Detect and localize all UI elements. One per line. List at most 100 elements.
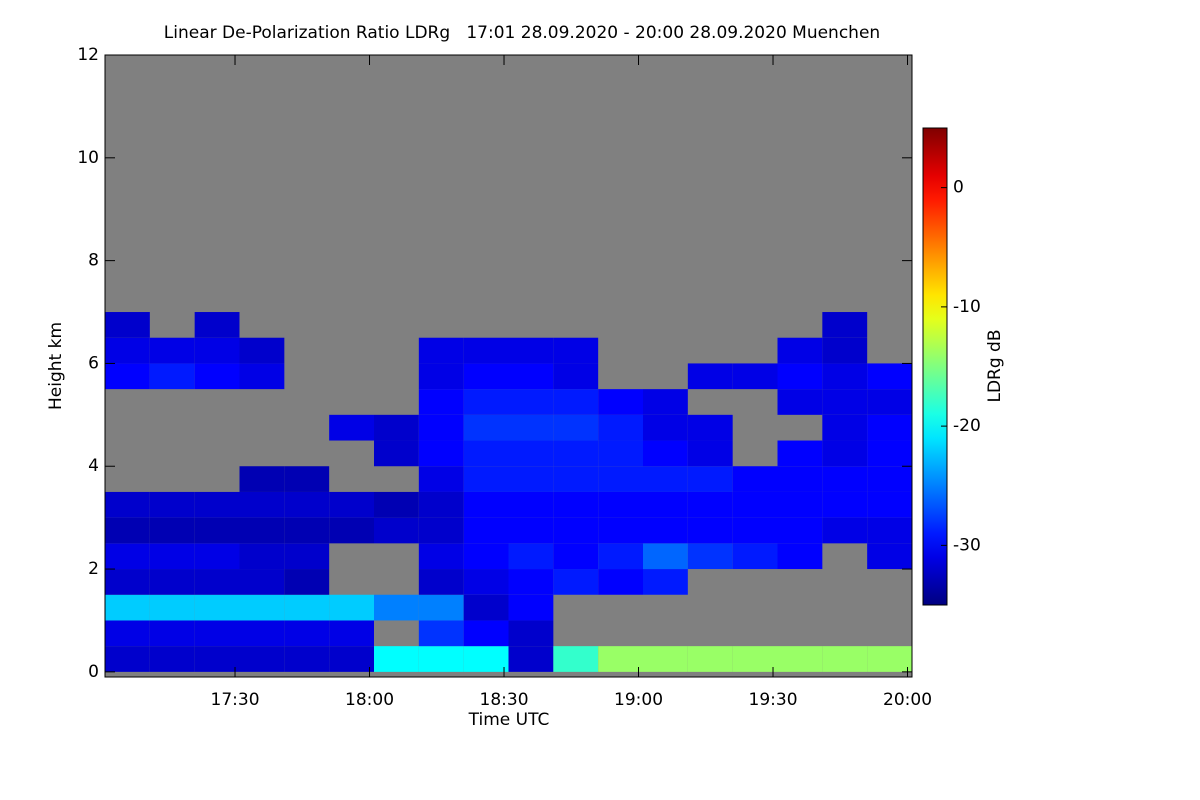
heatmap-cell [643, 543, 688, 570]
heatmap-cell [284, 646, 330, 672]
y-tick-label: 12 [77, 45, 99, 65]
heatmap-cell [598, 491, 643, 518]
heatmap-cell [822, 312, 868, 338]
heatmap-cell [105, 594, 150, 621]
heatmap-cell [508, 414, 554, 441]
heatmap-cell [777, 646, 823, 672]
colorbar-tick-label: -20 [953, 416, 981, 436]
heatmap-cell [149, 337, 195, 364]
heatmap-cell [643, 389, 688, 415]
heatmap-cell [105, 646, 150, 672]
heatmap-cell [687, 491, 733, 518]
heatmap-cell [374, 491, 419, 518]
heatmap-cell [239, 466, 285, 492]
heatmap-cell [777, 517, 823, 544]
heatmap-cell [239, 337, 285, 364]
plot-frame [104, 54, 913, 678]
heatmap-cell [553, 491, 599, 518]
chart-title: Linear De-Polarization Ratio LDRg 17:01 … [164, 23, 880, 43]
heatmap-cell [374, 594, 419, 621]
heatmap-cell [463, 517, 509, 544]
heatmap-cell [867, 491, 912, 518]
heatmap-cell [643, 569, 688, 595]
heatmap-cell [418, 414, 464, 441]
heatmap-cell [508, 337, 554, 364]
heatmap-cell [105, 312, 150, 338]
y-axis-label: Height km [46, 322, 66, 410]
heatmap-cell [463, 569, 509, 595]
heatmap-cell [777, 389, 823, 415]
y-tick-label: 8 [88, 251, 99, 271]
heatmap-cell [105, 491, 150, 518]
y-tick-label: 4 [88, 456, 99, 476]
heatmap-cell [732, 466, 778, 492]
heatmap-cell [194, 646, 240, 672]
heatmap-cell [553, 414, 599, 441]
heatmap-cell [329, 414, 374, 441]
heatmap-cell [463, 363, 509, 390]
colorbar-tick-label: -10 [953, 297, 981, 317]
heatmap-cell [194, 569, 240, 595]
x-axis-label: Time UTC [468, 710, 550, 730]
heatmap-cell [822, 466, 868, 492]
heatmap-cell [508, 491, 554, 518]
y-tick-label: 0 [88, 662, 99, 682]
heatmap-cell [598, 389, 643, 415]
heatmap-cell [777, 337, 823, 364]
heatmap-cell [867, 466, 912, 492]
heatmap-cell [822, 389, 868, 415]
heatmap-cell [867, 389, 912, 415]
heatmap-cell [418, 491, 464, 518]
heatmap-cell [284, 620, 330, 647]
colorbar [922, 127, 948, 606]
heatmap-cell [418, 569, 464, 595]
heatmap-cell [194, 543, 240, 570]
heatmap-cell [463, 440, 509, 467]
heatmap-cell [598, 646, 643, 672]
heatmap-cell [553, 517, 599, 544]
heatmap-cell [284, 466, 330, 492]
heatmap-cell [687, 543, 733, 570]
x-tick-label: 18:30 [480, 690, 529, 710]
heatmap-cell [105, 543, 150, 570]
heatmap-cell [239, 491, 285, 518]
heatmap-cell [553, 337, 599, 364]
heatmap-cell [463, 646, 509, 672]
heatmap-cell [149, 594, 195, 621]
heatmap-cell [508, 543, 554, 570]
heatmap-cell [687, 363, 733, 390]
heatmap-cell [194, 312, 240, 338]
colorbar-tick-label: 0 [953, 178, 964, 198]
heatmap-cell [643, 646, 688, 672]
heatmap-cell [284, 491, 330, 518]
heatmap-cell [867, 414, 912, 441]
heatmap-cell [598, 569, 643, 595]
heatmap-cell [687, 414, 733, 441]
heatmap-cell [418, 466, 464, 492]
heatmap-cell [463, 491, 509, 518]
heatmap-cell [239, 594, 285, 621]
heatmap-cell [194, 594, 240, 621]
heatmap-cell [329, 491, 374, 518]
heatmap-cell [105, 569, 150, 595]
heatmap-cell [284, 569, 330, 595]
heatmap-cell [687, 466, 733, 492]
heatmap-cell [732, 543, 778, 570]
heatmap-cell [239, 569, 285, 595]
heatmap-cell [822, 491, 868, 518]
heatmap-cell [418, 363, 464, 390]
x-tick-label: 19:00 [614, 690, 663, 710]
heatmap-cell [598, 466, 643, 492]
heatmap-cell [508, 466, 554, 492]
heatmap-cell [777, 491, 823, 518]
heatmap-cell [643, 440, 688, 467]
heatmap-cell [822, 646, 868, 672]
heatmap-cell [418, 389, 464, 415]
heatmap-cell [284, 543, 330, 570]
heatmap-cell [284, 594, 330, 621]
heatmap-cell [463, 594, 509, 621]
heatmap-cell [239, 517, 285, 544]
heatmap-cell [239, 543, 285, 570]
heatmap-cell [732, 491, 778, 518]
